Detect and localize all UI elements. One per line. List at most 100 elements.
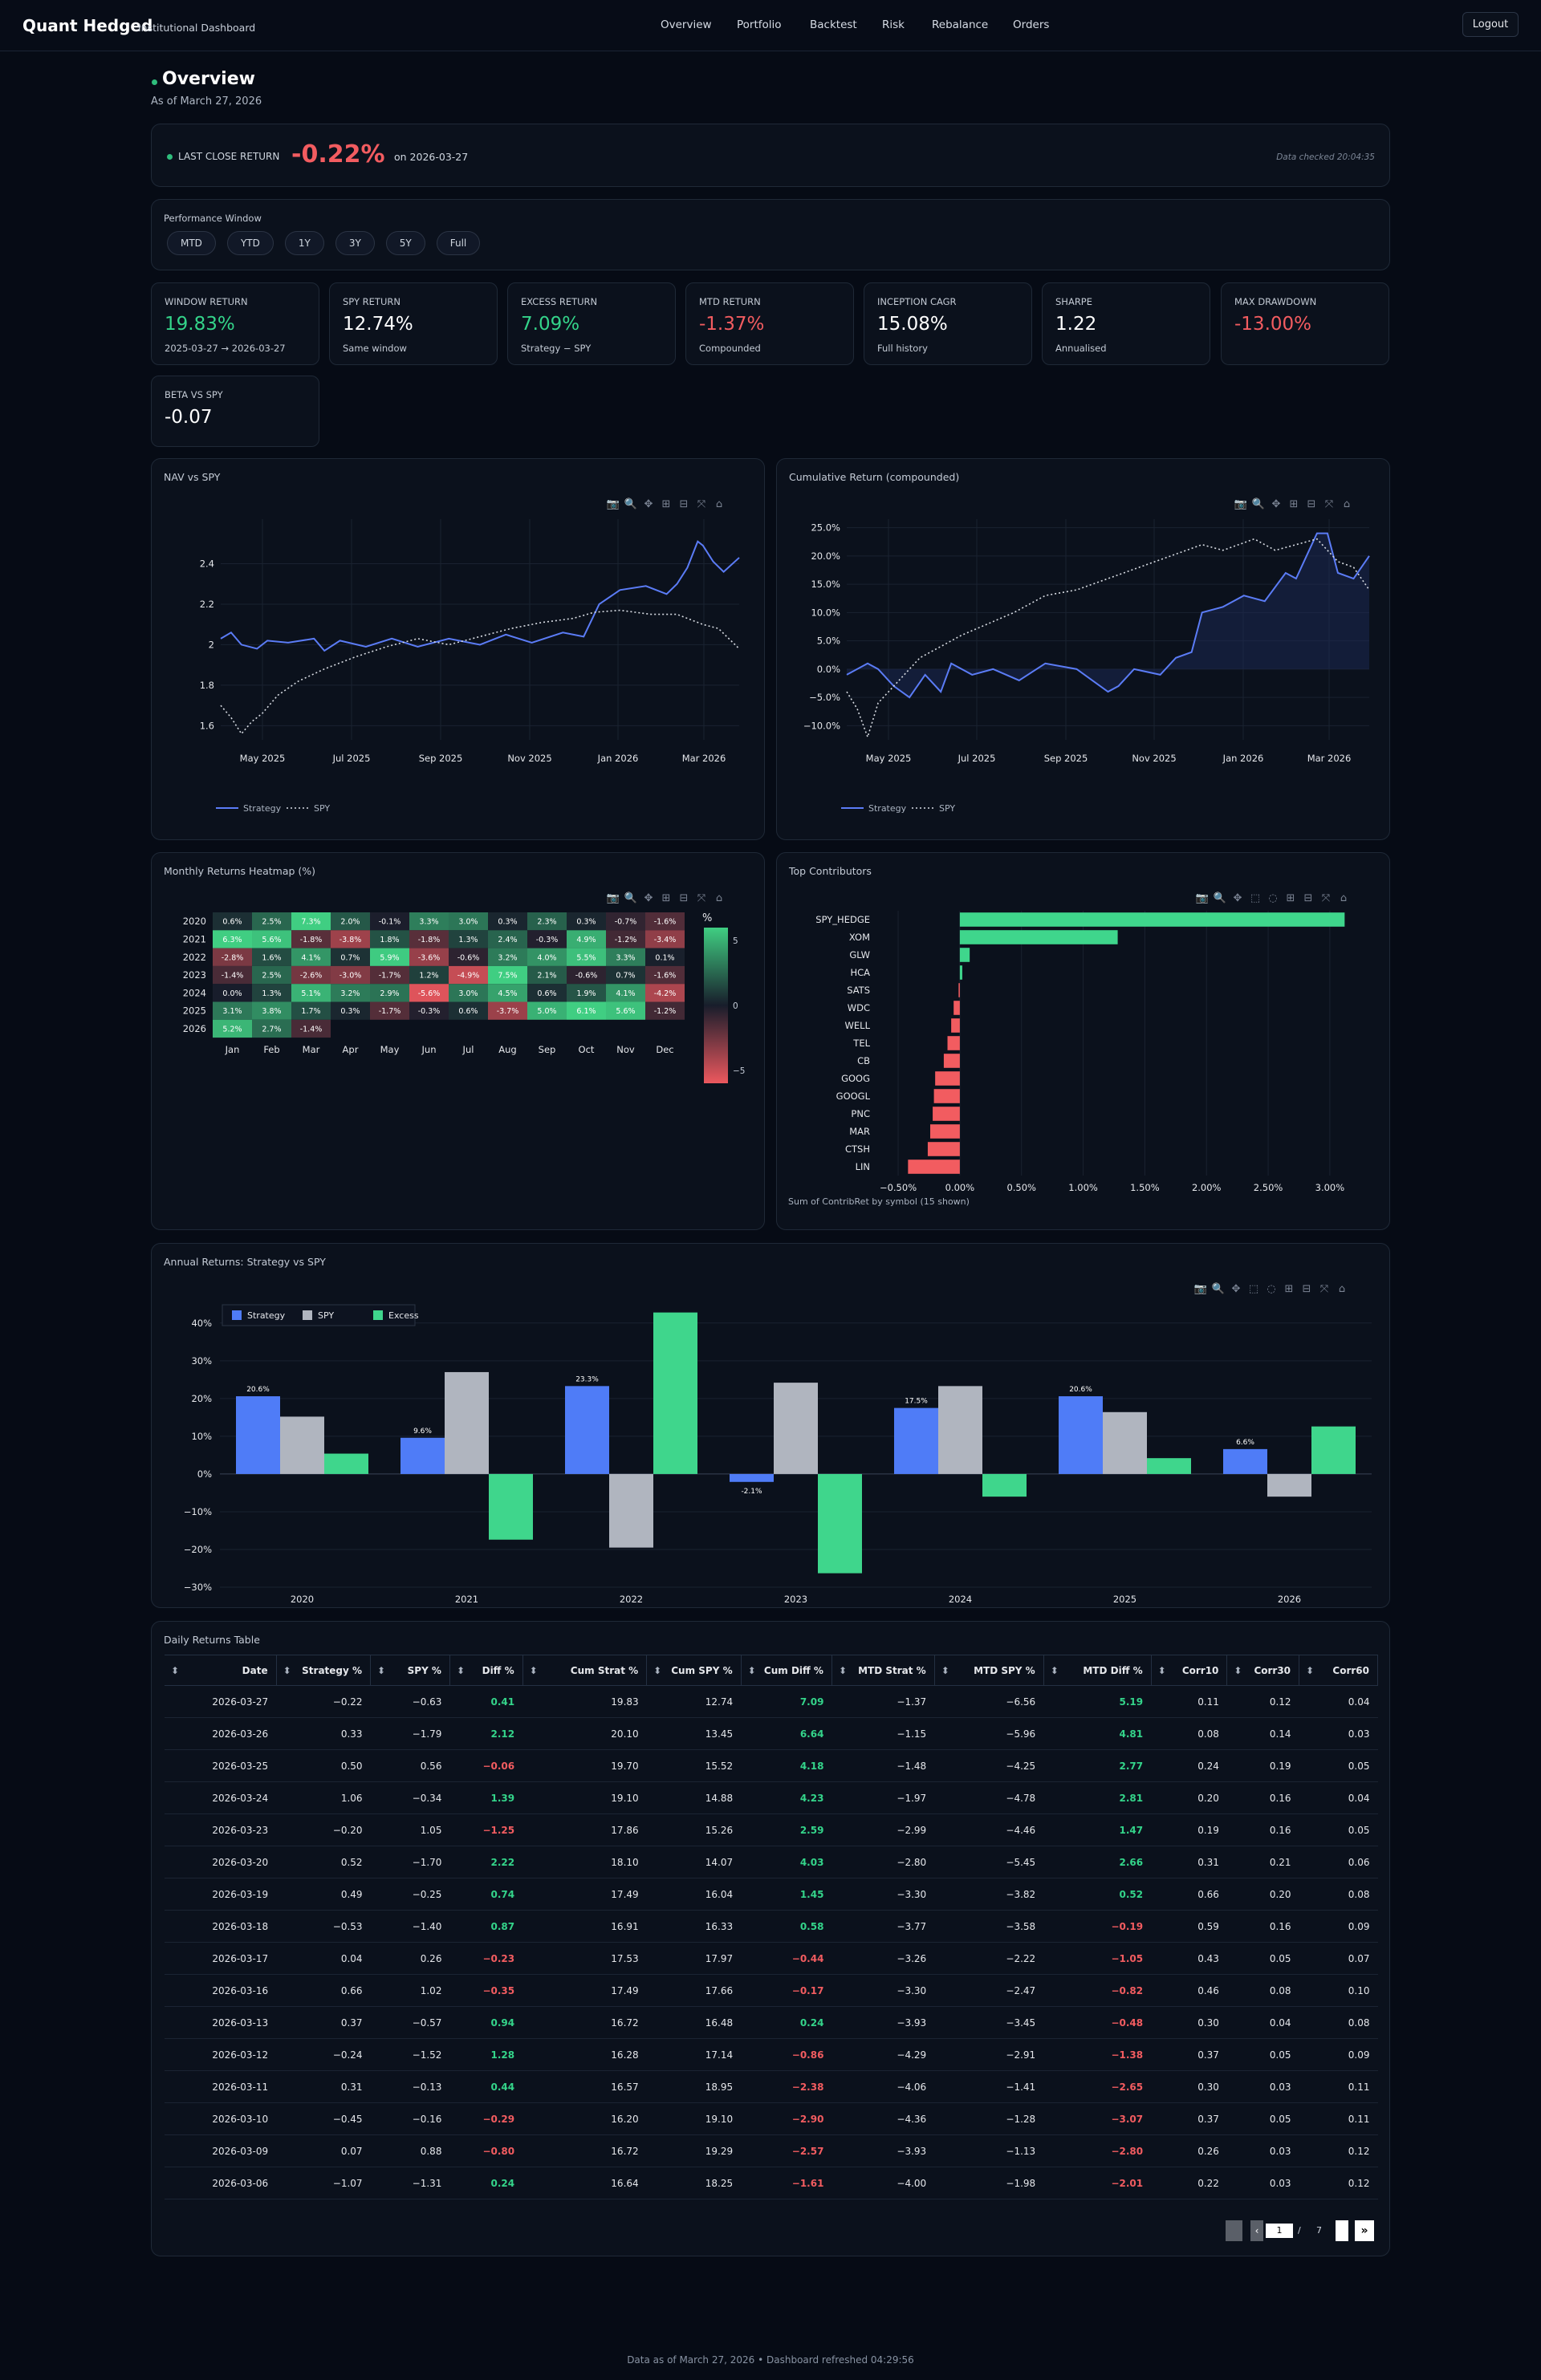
nav-portfolio[interactable]: Portfolio (737, 18, 782, 31)
column-header[interactable]: ⬍ Corr10 (1151, 1655, 1228, 1686)
column-header[interactable]: ⬍ SPY % (370, 1655, 450, 1686)
table-row[interactable]: 2026-03-18 −0.53 −1.40 0.87 16.91 16.33 0.58 −3… (165, 1910, 1378, 1943)
pan-icon[interactable]: ✥ (1232, 1283, 1241, 1295)
zoom-in-icon[interactable]: ⊞ (1285, 1283, 1294, 1295)
box-icon[interactable]: ⬚ (1250, 892, 1260, 904)
table-row[interactable]: 2026-03-24 1.06 −0.34 1.39 19.10 14.88 4.23 −1.… (165, 1781, 1378, 1814)
camera-icon[interactable]: 📷 (607, 498, 620, 510)
zoom-out-icon[interactable]: ⊟ (680, 892, 689, 904)
sort-icon[interactable]: ⬍ (171, 1664, 180, 1676)
logout-button[interactable]: Logout (1462, 12, 1519, 37)
annual-returns-chart[interactable]: 📷 🔍 ✥ ⬚ ◌ ⊞ ⊟ ⤧ ⌂ −30% −20% −10% 0% 10% 20% 30% 40% 2020 2… (152, 1244, 1391, 1609)
column-header[interactable]: ⬍ Strategy % (276, 1655, 372, 1686)
nav-vs-spy-chart[interactable]: 📷 🔍 ✥ ⊞ ⊟ ⤧ ⌂ 1.6 1.8 2 2.2 2.4 May 2025 Jul 2025 Sep … (152, 459, 766, 841)
table-row[interactable]: 2026-03-11 0.31 −0.13 0.44 16.57 18.95 −2.38 −4… (165, 2070, 1378, 2103)
zoom-in-icon[interactable]: ⊞ (662, 892, 671, 904)
column-header[interactable]: ⬍ Cum Diff % (741, 1655, 832, 1686)
zoom-icon[interactable]: 🔍 (1252, 497, 1265, 510)
window-3y-button[interactable]: 3Y (335, 231, 375, 255)
column-header[interactable]: ⬍ Diff % (449, 1655, 523, 1686)
zoom-out-icon[interactable]: ⊟ (1307, 498, 1316, 510)
column-header[interactable]: ⬍ Cum Strat % (522, 1655, 648, 1686)
window-1y-button[interactable]: 1Y (284, 231, 324, 255)
sort-icon[interactable]: ⬍ (283, 1664, 291, 1676)
table-scroll[interactable]: ⬍ Date ⬍ Strategy % ⬍ SPY % ⬍ Diff % ⬍ Cum Strat … (165, 1655, 1378, 2216)
camera-icon[interactable]: 📷 (1196, 892, 1209, 904)
sort-icon[interactable]: ⬍ (941, 1664, 949, 1676)
table-row[interactable]: 2026-03-16 0.66 1.02 −0.35 17.49 17.66 −0.17 −3… (165, 1974, 1378, 2007)
autoscale-icon[interactable]: ⤧ (697, 498, 706, 510)
nav-backtest[interactable]: Backtest (810, 18, 857, 31)
window-mtd-button[interactable]: MTD (167, 231, 216, 255)
pan-icon[interactable]: ✥ (1234, 892, 1242, 904)
table-row[interactable]: 2026-03-23 −0.20 1.05 −1.25 17.86 15.26 2.59 −2… (165, 1813, 1378, 1846)
pan-icon[interactable]: ✥ (644, 892, 653, 904)
camera-icon[interactable]: 📷 (607, 892, 620, 904)
lasso-icon[interactable]: ◌ (1268, 892, 1277, 904)
sort-icon[interactable]: ⬍ (1050, 1664, 1059, 1676)
autoscale-icon[interactable]: ⤧ (697, 892, 706, 904)
last-page-button[interactable]: » (1355, 2220, 1374, 2241)
autoscale-icon[interactable]: ⤧ (1322, 892, 1331, 904)
home-icon[interactable]: ⌂ (716, 498, 722, 510)
lasso-icon[interactable]: ◌ (1267, 1283, 1275, 1295)
table-row[interactable]: 2026-03-27 −0.22 −0.63 0.41 19.83 12.74 7.09 −1… (165, 1685, 1378, 1718)
brand-name[interactable]: Quant Hedged (22, 16, 153, 35)
sort-icon[interactable]: ⬍ (653, 1664, 662, 1676)
box-icon[interactable]: ⬚ (1249, 1283, 1258, 1295)
zoom-out-icon[interactable]: ⊟ (1304, 892, 1313, 904)
zoom-icon[interactable]: 🔍 (624, 891, 637, 904)
camera-icon[interactable]: 📷 (1234, 498, 1247, 510)
nav-rebalance[interactable]: Rebalance (932, 18, 989, 31)
table-row[interactable]: 2026-03-10 −0.45 −0.16 −0.29 16.20 19.10 −2.90… (165, 2102, 1378, 2135)
window-full-button[interactable]: Full (436, 231, 481, 255)
zoom-out-icon[interactable]: ⊟ (1303, 1283, 1311, 1295)
table-row[interactable]: 2026-03-06 −1.07 −1.31 0.24 16.64 18.25 −1.61−… (165, 2167, 1378, 2199)
cumulative-return-chart[interactable]: 📷 🔍 ✥ ⊞ ⊟ ⤧ ⌂ −10.0% −5.0% 0.0% 5.0% 10.0% 15.0% 20.0… (777, 459, 1391, 841)
zoom-icon[interactable]: 🔍 (1212, 1281, 1225, 1295)
home-icon[interactable]: ⌂ (716, 892, 722, 904)
column-header[interactable]: ⬍ Corr60 (1299, 1655, 1378, 1686)
table-row[interactable]: 2026-03-25 0.50 0.56 −0.06 19.70 15.52 4.18 −1.… (165, 1749, 1378, 1782)
table-row[interactable]: 2026-03-17 0.04 0.26 −0.23 17.53 17.97 −0.44 −3… (165, 1942, 1378, 1975)
sort-icon[interactable]: ⬍ (1157, 1664, 1166, 1676)
page-input[interactable]: 1 (1266, 2224, 1293, 2238)
column-header[interactable]: ⬍ Corr30 (1226, 1655, 1300, 1686)
monthly-returns-heatmap[interactable]: 📷 🔍 ✥ ⊞ ⊟ ⤧ ⌂ 2020 0.6% 2.5% 7.3% 2.0% -0.1% 3.3% 3.0%… (152, 853, 766, 1231)
zoom-in-icon[interactable]: ⊞ (662, 498, 671, 510)
sort-icon[interactable]: ⬍ (1234, 1664, 1242, 1676)
sort-icon[interactable]: ⬍ (1306, 1664, 1315, 1676)
home-icon[interactable]: ⌂ (1340, 892, 1347, 904)
column-header[interactable]: ⬍ Cum SPY % (646, 1655, 742, 1686)
table-row[interactable]: 2026-03-12 −0.24 −1.52 1.28 16.28 17.14 −0.86−… (165, 2038, 1378, 2071)
zoom-icon[interactable]: 🔍 (1214, 891, 1226, 904)
window-5y-button[interactable]: 5Y (385, 231, 425, 255)
sort-icon[interactable]: ⬍ (747, 1664, 756, 1676)
first-page-button[interactable] (1226, 2220, 1242, 2241)
prev-page-button[interactable]: ‹ (1250, 2220, 1263, 2241)
zoom-in-icon[interactable]: ⊞ (1287, 892, 1295, 904)
column-header[interactable]: ⬍ MTD Diff % (1043, 1655, 1152, 1686)
zoom-out-icon[interactable]: ⊟ (680, 498, 689, 510)
table-row[interactable]: 2026-03-20 0.52 −1.70 2.22 18.10 14.07 4.03 −2.… (165, 1846, 1378, 1878)
pan-icon[interactable]: ✥ (644, 498, 653, 510)
autoscale-icon[interactable]: ⤧ (1325, 498, 1334, 510)
zoom-icon[interactable]: 🔍 (624, 497, 637, 510)
next-page-button[interactable] (1336, 2220, 1348, 2241)
zoom-in-icon[interactable]: ⊞ (1290, 498, 1299, 510)
sort-icon[interactable]: ⬍ (377, 1664, 386, 1676)
table-row[interactable]: 2026-03-19 0.49 −0.25 0.74 17.49 16.04 1.45 −3.… (165, 1878, 1378, 1911)
window-ytd-button[interactable]: YTD (226, 231, 274, 255)
sort-icon[interactable]: ⬍ (838, 1664, 847, 1676)
autoscale-icon[interactable]: ⤧ (1320, 1283, 1329, 1295)
home-icon[interactable]: ⌂ (1339, 1283, 1345, 1295)
table-row[interactable]: 2026-03-26 0.33 −1.79 2.12 20.10 13.45 6.64 −1.… (165, 1717, 1378, 1750)
sort-icon[interactable]: ⬍ (456, 1664, 466, 1676)
table-row[interactable]: 2026-03-09 0.07 0.88 −0.80 16.72 19.29 −2.57 −3… (165, 2134, 1378, 2167)
nav-overview[interactable]: Overview (661, 18, 712, 31)
sort-icon[interactable]: ⬍ (529, 1664, 538, 1676)
nav-risk[interactable]: Risk (882, 18, 905, 31)
pan-icon[interactable]: ✥ (1272, 498, 1281, 510)
nav-orders[interactable]: Orders (1013, 18, 1050, 31)
column-header[interactable]: ⬍ MTD SPY % (934, 1655, 1044, 1686)
